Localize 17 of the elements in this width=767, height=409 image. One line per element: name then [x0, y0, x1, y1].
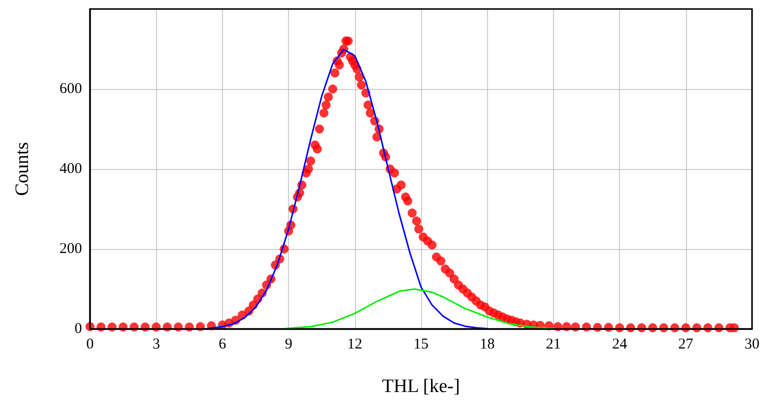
x-tick-label: 0 — [86, 336, 94, 352]
x-axis-title: THL [ke-] — [382, 376, 460, 397]
x-tick-label: 12 — [347, 336, 362, 352]
y-tick-label: 0 — [74, 321, 82, 337]
x-tick-label: 21 — [546, 336, 561, 352]
y-tick-label: 400 — [60, 161, 82, 177]
x-tick-label: 27 — [678, 336, 694, 352]
y-tick-label: 200 — [60, 241, 82, 257]
x-tick-label: 15 — [414, 336, 428, 352]
x-tick-label: 30 — [744, 336, 760, 352]
y-tick-label: 600 — [60, 81, 82, 97]
x-tick-label: 24 — [612, 336, 628, 352]
x-tick-label: 9 — [284, 336, 292, 352]
x-tick-label: 3 — [152, 336, 160, 352]
y-axis-title: Counts — [12, 142, 33, 196]
x-tick-label: 6 — [218, 336, 227, 352]
x-tick-label: 18 — [480, 336, 495, 352]
